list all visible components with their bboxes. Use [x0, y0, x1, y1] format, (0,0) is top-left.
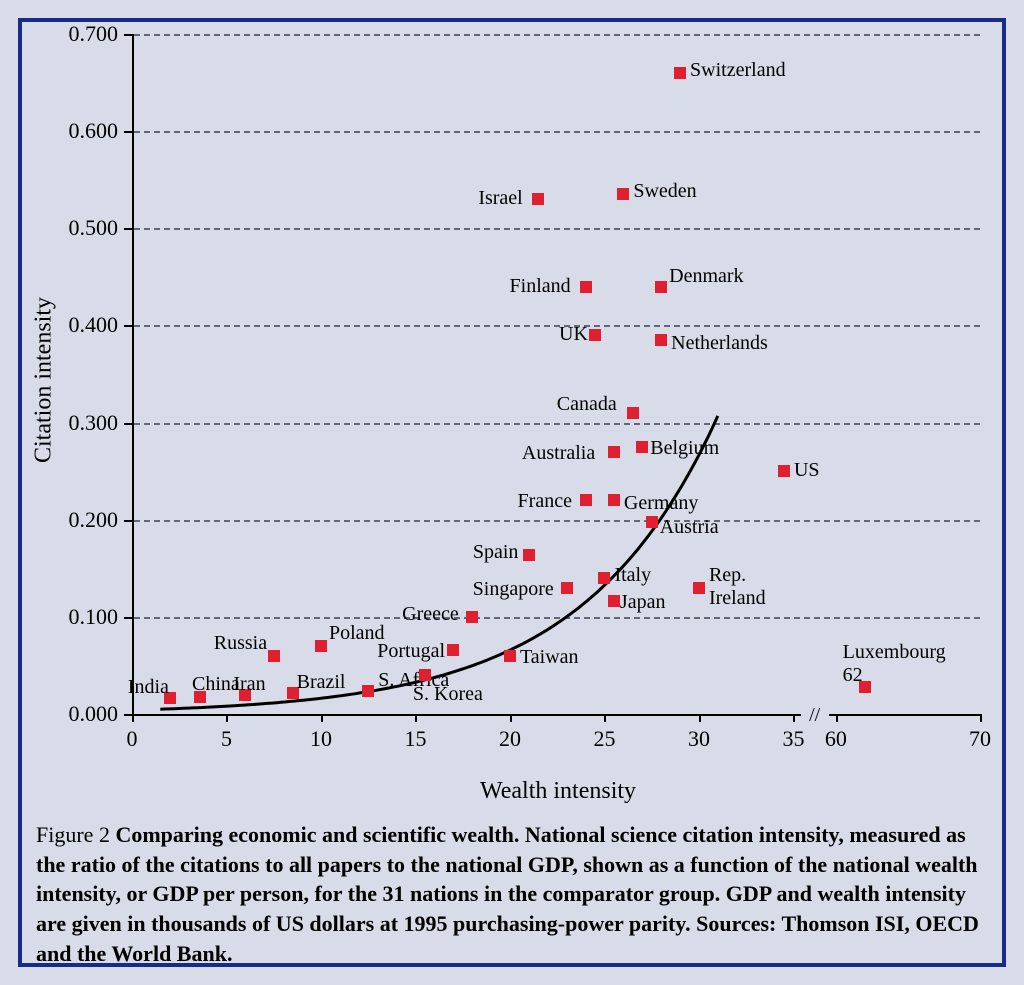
data-point-label: Denmark: [669, 265, 743, 288]
data-point-label: Germany: [624, 492, 698, 515]
x-tick: [836, 714, 838, 722]
data-point: [627, 407, 639, 419]
x-tick-label: 20: [499, 726, 521, 752]
x-tick-label: 60: [825, 726, 847, 752]
x-tick-label: 15: [404, 726, 426, 752]
data-point-label: Spain: [473, 541, 519, 564]
x-tick: [980, 714, 982, 722]
y-tick-label: 0.500: [38, 215, 118, 241]
data-point: [362, 685, 374, 697]
data-point-label: Australia: [522, 442, 595, 465]
x-tick: [793, 714, 795, 722]
data-point: [532, 193, 544, 205]
data-point-label: US: [794, 459, 820, 482]
data-point: [778, 465, 790, 477]
trend-curve: [132, 34, 980, 714]
x-tick: [226, 714, 228, 722]
data-point: [589, 329, 601, 341]
y-tick-label: 0.700: [38, 21, 118, 47]
data-point: [617, 188, 629, 200]
x-tick-label: 10: [310, 726, 332, 752]
y-tick-label: 0.100: [38, 604, 118, 630]
data-point-label: Japan: [620, 591, 666, 614]
x-axis-title: Wealth intensity: [480, 778, 636, 805]
x-tick: [321, 714, 323, 722]
data-point-label: Portugal: [377, 640, 445, 663]
data-point-label: Italy: [614, 564, 651, 587]
data-point-label: France: [518, 490, 572, 513]
caption-title: Comparing economic and scientific wealth…: [115, 822, 519, 847]
data-point: [466, 611, 478, 623]
data-point: [608, 595, 620, 607]
x-tick-label: 0: [127, 726, 138, 752]
data-point-label: Russia: [214, 632, 267, 655]
x-tick-label: 5: [221, 726, 232, 752]
y-tick: [124, 131, 132, 133]
data-point-label: S. Korea: [413, 683, 483, 706]
data-point: [655, 334, 667, 346]
x-tick-label: 30: [688, 726, 710, 752]
data-point-label: Belgium: [650, 437, 719, 460]
x-tick: [132, 714, 134, 722]
data-point: [693, 582, 705, 594]
data-point: [636, 441, 648, 453]
figure-caption: Figure 2 Comparing economic and scientif…: [36, 820, 988, 968]
data-point-label: Finland: [510, 275, 571, 298]
data-point: [608, 446, 620, 458]
y-tick: [124, 228, 132, 230]
data-point-label: Canada: [557, 393, 617, 416]
data-point: [655, 281, 667, 293]
data-point: [419, 669, 431, 681]
y-tick-label: 0.600: [38, 118, 118, 144]
x-tick-label: 35: [782, 726, 804, 752]
data-point-label: Brazil: [297, 671, 346, 694]
x-tick: [604, 714, 606, 722]
data-point-label: Luxembourg62: [843, 641, 946, 687]
data-point-label: Greece: [402, 603, 459, 626]
data-point: [523, 549, 535, 561]
data-point: [674, 67, 686, 79]
data-point-label: Netherlands: [671, 332, 768, 355]
x-tick-label: 70: [969, 726, 991, 752]
data-point-label: Poland: [329, 622, 385, 645]
y-tick: [124, 714, 132, 716]
y-tick-label: 0.000: [38, 701, 118, 727]
data-point-label: Singapore: [473, 578, 554, 601]
y-tick: [124, 617, 132, 619]
data-point-label: Switzerland: [690, 59, 786, 82]
data-point: [580, 281, 592, 293]
y-tick: [124, 325, 132, 327]
y-tick: [124, 520, 132, 522]
data-point-label: Sweden: [633, 180, 696, 203]
data-point: [580, 494, 592, 506]
data-point-label: Rep.Ireland: [709, 564, 766, 610]
data-point: [447, 644, 459, 656]
data-point-label: UK: [559, 323, 588, 346]
data-point-label: Israel: [478, 187, 522, 210]
y-tick-label: 0.400: [38, 312, 118, 338]
figure-container: Citation intensity Wealth intensity Figu…: [0, 0, 1024, 985]
figure-label: Figure 2: [36, 822, 110, 847]
data-point: [608, 494, 620, 506]
data-point-label: Austria: [660, 516, 719, 539]
y-tick-label: 0.300: [38, 410, 118, 436]
data-point: [315, 640, 327, 652]
x-tick: [510, 714, 512, 722]
data-point-label: Iran: [233, 673, 265, 696]
data-point: [598, 572, 610, 584]
y-tick-label: 0.200: [38, 507, 118, 533]
y-tick: [124, 34, 132, 36]
y-tick: [124, 423, 132, 425]
x-tick: [415, 714, 417, 722]
data-point: [504, 650, 516, 662]
x-axis: [132, 714, 980, 716]
data-point-label: India: [128, 676, 169, 699]
data-point: [561, 582, 573, 594]
data-point-label: Taiwan: [520, 646, 579, 669]
data-point: [646, 516, 658, 528]
x-tick-label: 25: [593, 726, 615, 752]
plot-area: 0.0000.1000.2000.3000.4000.5000.6000.700…: [132, 34, 980, 714]
x-tick: [699, 714, 701, 722]
data-point: [268, 650, 280, 662]
